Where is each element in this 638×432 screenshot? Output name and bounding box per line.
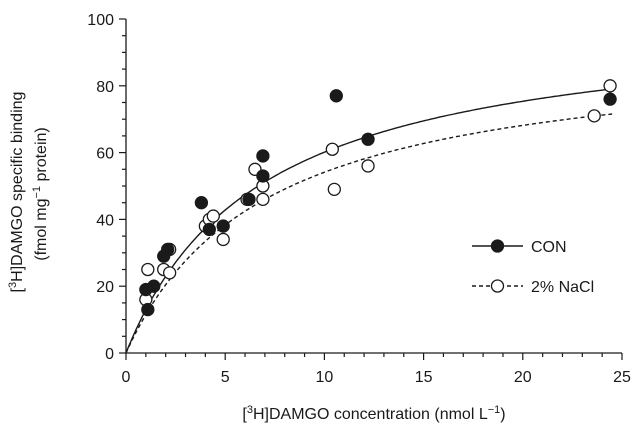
y-tick-label: 100 — [87, 12, 114, 29]
data-point-open — [256, 192, 270, 207]
data-point-open — [587, 109, 601, 123]
legend-marker-filled — [490, 239, 505, 253]
data-point-open — [361, 159, 375, 173]
legend-label: 2% NaCl — [531, 279, 594, 296]
y-tick-label: 80 — [96, 79, 114, 96]
data-point-filled — [147, 279, 161, 293]
y-tick-label: 40 — [96, 212, 114, 229]
x-tick-label: 20 — [514, 369, 532, 386]
data-point-filled — [256, 169, 270, 183]
data-point-filled — [194, 196, 209, 210]
x-tick-label: 10 — [316, 369, 334, 386]
fit-curves — [125, 88, 613, 354]
data-point-filled — [242, 192, 256, 207]
data-point-filled — [161, 242, 175, 257]
legend-marker-open — [490, 279, 505, 293]
fit-curve-con — [125, 88, 613, 354]
data-points — [139, 79, 617, 317]
x-tick-label: 15 — [415, 369, 433, 386]
x-tick-label: 0 — [122, 369, 131, 386]
data-point-open — [603, 79, 617, 93]
y-axis-title-line2: (fmol mg−1 protein) — [31, 127, 50, 260]
y-tick-label: 60 — [96, 146, 114, 163]
axes: 0 20 40 60 80 100 0 5 10 15 20 25 — [87, 12, 631, 386]
x-axis-title: [3H]DAMGO concentration (nmol L−1) — [242, 404, 505, 423]
data-point-open — [325, 142, 339, 156]
x-tick-label: 25 — [613, 369, 631, 386]
data-point-filled — [329, 89, 343, 103]
legend-label: CON — [531, 239, 567, 256]
data-point-filled — [202, 222, 216, 237]
axis-labels: [3H]DAMGO concentration (nmol L−1) [3H]DA… — [7, 92, 506, 423]
legend: CON 2% NaCl — [472, 239, 594, 296]
data-point-filled — [141, 302, 155, 317]
data-point-open — [162, 266, 177, 280]
data-point-open — [216, 232, 230, 247]
data-point-filled — [603, 92, 617, 106]
data-point-open — [327, 182, 341, 196]
data-point-filled — [256, 149, 270, 163]
y-tick-label: 20 — [96, 279, 114, 296]
x-tick-label: 5 — [221, 369, 230, 386]
y-tick-label: 0 — [105, 346, 114, 363]
data-point-open — [141, 262, 155, 277]
data-point-open — [206, 209, 220, 223]
fit-curve-2-nacl — [125, 113, 613, 354]
data-point-filled — [361, 132, 375, 146]
y-axis-title-line1: [3H]DAMGO specific binding — [7, 92, 26, 293]
data-point-filled — [216, 219, 230, 233]
